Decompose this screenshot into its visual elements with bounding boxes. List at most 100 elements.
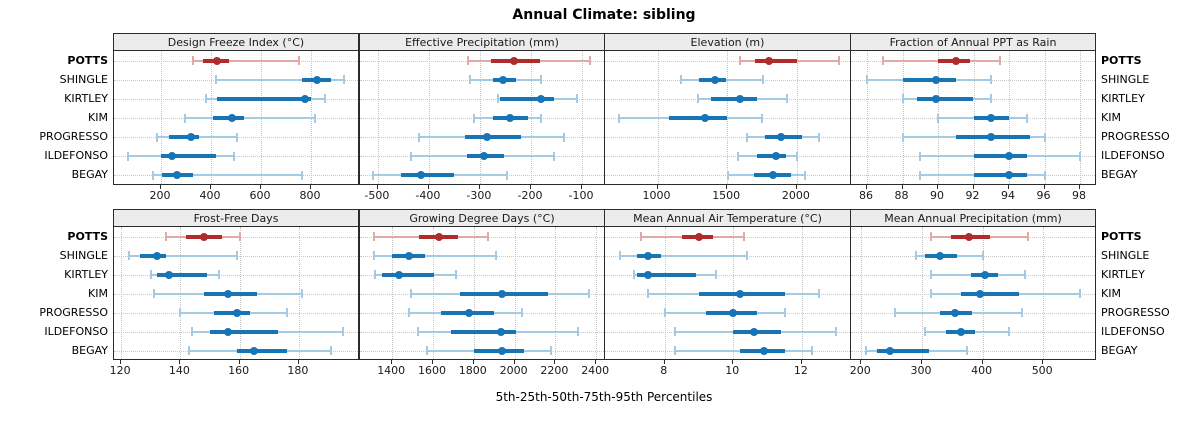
site-label-right: ILDEFONSO [1101,149,1165,163]
panel-strip: Design Freeze Index (°C) [113,33,359,51]
range-end-cap [205,94,207,104]
axis-tick [937,185,938,189]
percentile-range-line [128,254,237,257]
vertical-gridline [1044,51,1046,184]
axis-tick [472,360,474,364]
range-end-cap [454,270,457,279]
vertical-gridline [796,51,798,184]
range-end-cap [914,251,917,260]
axis-tick [1042,360,1044,364]
median-dot [232,308,241,317]
axis-tick-label: 94 [1001,189,1015,202]
range-end-cap [632,270,635,279]
panel-strip: Growing Degree Days (°C) [359,209,605,227]
range-end-cap [715,270,718,279]
range-end-cap [919,170,922,180]
panel-strip-title: Frost-Free Days [193,212,279,225]
median-dot [976,289,985,298]
axis-tick [310,185,311,189]
median-dot [505,114,514,122]
range-end-cap [540,75,543,85]
axis-tick-label: 2400 [581,364,610,377]
median-dot [213,56,221,65]
panel-body [113,227,359,360]
range-end-cap [575,94,578,104]
range-end-cap [990,94,993,104]
axis-tick-label: 10 [725,364,740,377]
percentile-range-line [193,59,299,62]
axis-tick-label: 1400 [377,364,406,377]
range-end-cap [981,251,984,260]
median-dot [643,270,652,279]
axis-tick-label: -300 [466,189,492,202]
range-end-cap [737,151,740,161]
range-end-cap [745,132,748,142]
range-end-cap [726,170,729,180]
range-end-cap [314,113,316,123]
range-end-cap [410,151,412,161]
range-end-cap [235,251,238,260]
interquartile-bar [156,272,208,277]
axis-tick [427,185,429,189]
range-end-cap [835,327,838,336]
median-dot [200,232,209,241]
range-end-cap [738,56,741,66]
axis-tick-label: 120 [109,364,131,377]
horizontal-gridline [605,156,850,158]
axis-tick [297,360,299,364]
axis-tick-label: 2200 [540,364,569,377]
median-dot [760,346,769,355]
range-end-cap [646,289,649,298]
interquartile-bar [757,154,786,159]
median-dot [776,133,785,142]
site-label-left: KIRTLEY [64,267,108,281]
site-label-right: PROGRESSO [1101,305,1170,319]
axis-tick-label: 800 [299,189,321,202]
median-dot [223,289,232,298]
site-label-left: ILDEFONSO [44,324,108,338]
site-label-right: POTTS [1101,229,1142,243]
median-dot [736,289,745,298]
range-end-cap [373,270,376,279]
panel-strip-title: Design Freeze Index (°C) [167,36,305,49]
horizontal-gridline [605,60,850,62]
site-label-right: BEGAY [1101,168,1138,182]
axis-tick [376,185,378,189]
range-end-cap [506,170,508,180]
interquartile-bar [973,173,1027,178]
axis-tick [238,360,240,364]
site-label-right: KIRTLEY [1101,91,1145,105]
range-end-cap [804,170,807,180]
median-dot [765,56,773,65]
site-label-left: KIM [88,286,108,300]
range-end-cap [818,289,821,298]
median-dot [729,308,738,317]
percentile-range-line [215,78,344,81]
axis-tick [656,185,658,189]
axis-tick [179,360,181,364]
range-end-cap [1078,289,1081,298]
x-axis: -500 -400 -300 -200 -100 [359,185,605,203]
range-end-cap [407,308,410,317]
range-end-cap [540,113,543,123]
range-end-cap [553,151,555,161]
axis-tick [432,360,433,364]
median-dot [464,308,473,317]
median-dot [483,133,492,142]
range-end-cap [473,113,476,123]
panel-strip: Frost-Free Days [113,209,359,227]
plot-footer-caption: 5th-25th-50th-75th-95th Percentiles [495,390,713,404]
axis-tick-label: -400 [415,189,441,202]
range-end-cap [238,232,241,241]
range-end-cap [127,251,130,260]
panel-body [604,51,851,185]
site-label-left: BEGAY [71,168,108,182]
panel-body [113,51,359,185]
range-end-cap [520,308,523,317]
range-end-cap [761,113,764,123]
axis-tick [921,360,922,364]
range-end-cap [1025,113,1028,123]
range-end-cap [817,132,820,142]
axis-tick [726,185,728,189]
